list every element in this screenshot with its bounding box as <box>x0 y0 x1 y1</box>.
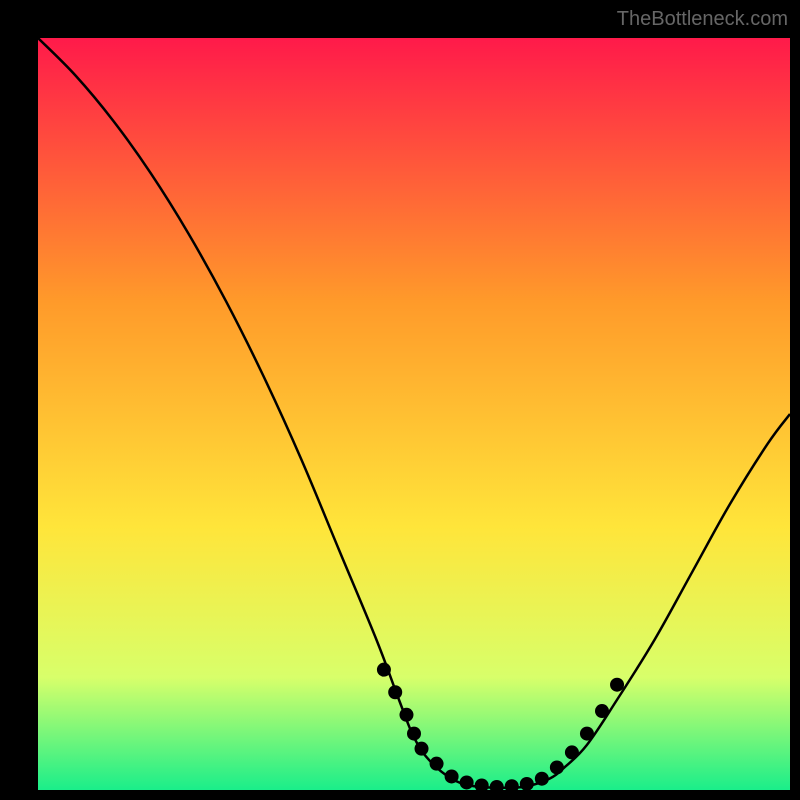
marker-point <box>550 760 564 774</box>
marker-point <box>505 779 519 793</box>
chart-plot-area <box>38 38 790 790</box>
marker-point <box>415 742 429 756</box>
chart-svg <box>38 38 790 790</box>
marker-point <box>377 663 391 677</box>
marker-point <box>565 745 579 759</box>
marker-point <box>388 685 402 699</box>
marker-point <box>475 778 489 792</box>
marker-point <box>520 777 534 791</box>
marker-point <box>460 775 474 789</box>
marker-point <box>535 772 549 786</box>
bottleneck-curve <box>38 38 790 788</box>
attribution-text: TheBottleneck.com <box>617 8 788 31</box>
marker-point <box>407 727 421 741</box>
marker-point <box>445 769 459 783</box>
markers-group <box>377 663 624 794</box>
marker-point <box>610 678 624 692</box>
marker-point <box>430 757 444 771</box>
marker-point <box>595 704 609 718</box>
marker-point <box>580 727 594 741</box>
marker-point <box>399 708 413 722</box>
marker-point <box>490 780 504 794</box>
